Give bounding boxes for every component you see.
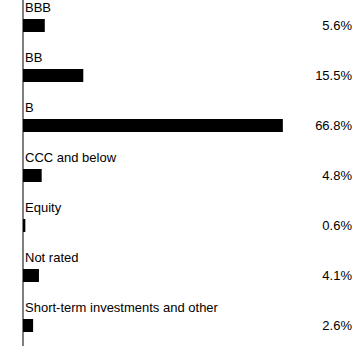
bar	[23, 269, 39, 282]
bars	[23, 19, 283, 332]
category-label: B	[25, 100, 34, 115]
data-label: 5.6%	[322, 18, 352, 33]
category-label: BB	[25, 50, 42, 65]
data-label: 4.8%	[322, 168, 352, 183]
data-label: 66.8%	[315, 118, 352, 133]
category-label: Not rated	[25, 250, 78, 265]
labels: BBBBBBCCC and belowEquityNot ratedShort-…	[25, 0, 352, 333]
data-label: 15.5%	[315, 68, 352, 83]
data-label: 2.6%	[322, 318, 352, 333]
bar	[23, 19, 45, 32]
chart: BBBBBBCCC and belowEquityNot ratedShort-…	[0, 0, 360, 346]
bar	[23, 319, 33, 332]
data-label: 0.6%	[322, 218, 352, 233]
category-label: Short-term investments and other	[25, 300, 219, 315]
category-label: CCC and below	[25, 150, 117, 165]
bar	[23, 69, 83, 82]
data-label: 4.1%	[322, 268, 352, 283]
category-label: BBB	[25, 0, 51, 15]
baseline	[23, 0, 24, 346]
bar	[23, 169, 42, 182]
bar	[23, 119, 283, 132]
category-label: Equity	[25, 200, 62, 215]
